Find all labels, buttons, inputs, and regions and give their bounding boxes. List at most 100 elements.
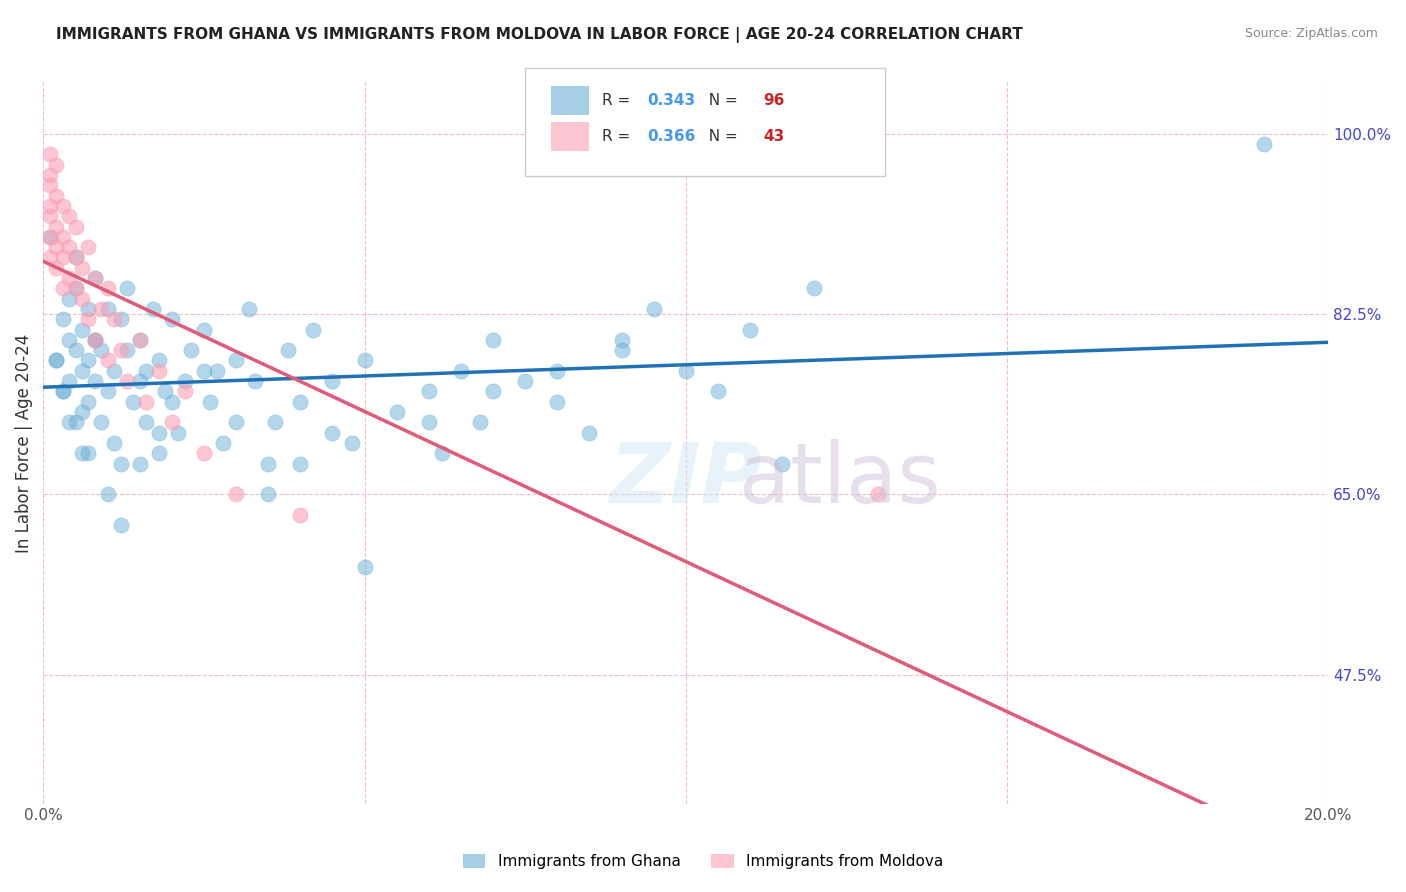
Point: [643, 301, 665, 316]
Point: [321, 374, 343, 388]
Point: [257, 457, 280, 471]
Point: [470, 415, 492, 429]
Text: N =: N =: [699, 93, 742, 108]
Point: [546, 364, 568, 378]
Point: [58, 271, 80, 285]
Point: [103, 364, 125, 378]
Point: [77, 446, 100, 460]
Point: [38, 199, 60, 213]
Point: [110, 312, 132, 326]
Point: [38, 251, 60, 265]
Point: [90, 415, 112, 429]
Point: [770, 457, 793, 471]
Point: [385, 405, 408, 419]
Point: [70, 322, 93, 336]
Text: N =: N =: [699, 128, 742, 144]
Point: [38, 230, 60, 244]
Point: [58, 374, 80, 388]
Point: [83, 271, 105, 285]
Point: [110, 457, 132, 471]
Point: [610, 333, 633, 347]
Point: [1253, 137, 1275, 152]
Point: [675, 364, 697, 378]
Point: [205, 364, 228, 378]
Point: [97, 384, 120, 399]
Point: [148, 353, 170, 368]
Point: [65, 219, 87, 234]
Point: [160, 394, 183, 409]
Text: 96: 96: [763, 93, 785, 108]
Point: [38, 230, 60, 244]
Point: [321, 425, 343, 440]
Point: [52, 199, 75, 213]
Point: [52, 384, 75, 399]
Point: [38, 178, 60, 193]
Point: [180, 343, 202, 358]
Point: [167, 425, 190, 440]
Point: [45, 353, 67, 368]
Point: [97, 487, 120, 501]
Legend: Immigrants from Ghana, Immigrants from Moldova: Immigrants from Ghana, Immigrants from M…: [457, 848, 949, 875]
Point: [430, 446, 453, 460]
Point: [225, 353, 247, 368]
Point: [70, 260, 93, 275]
Point: [65, 343, 87, 358]
FancyBboxPatch shape: [526, 68, 884, 176]
Text: atlas: atlas: [740, 439, 941, 519]
Point: [173, 374, 195, 388]
Point: [482, 333, 505, 347]
Point: [83, 271, 105, 285]
Point: [77, 312, 100, 326]
Point: [77, 394, 100, 409]
Text: IMMIGRANTS FROM GHANA VS IMMIGRANTS FROM MOLDOVA IN LABOR FORCE | AGE 20-24 CORR: IMMIGRANTS FROM GHANA VS IMMIGRANTS FROM…: [56, 27, 1024, 43]
Point: [418, 384, 440, 399]
Point: [257, 487, 280, 501]
Text: Source: ZipAtlas.com: Source: ZipAtlas.com: [1244, 27, 1378, 40]
Point: [45, 260, 67, 275]
Point: [38, 147, 60, 161]
Point: [738, 322, 761, 336]
Point: [45, 240, 67, 254]
Point: [70, 364, 93, 378]
Point: [83, 333, 105, 347]
Point: [122, 394, 145, 409]
Point: [290, 457, 312, 471]
Point: [65, 415, 87, 429]
Text: 0.343: 0.343: [647, 93, 696, 108]
Point: [58, 240, 80, 254]
Text: 0.366: 0.366: [647, 128, 696, 144]
Point: [38, 209, 60, 223]
Point: [245, 374, 267, 388]
Point: [65, 281, 87, 295]
Point: [135, 394, 157, 409]
Y-axis label: In Labor Force | Age 20-24: In Labor Force | Age 20-24: [15, 334, 32, 552]
Point: [290, 508, 312, 522]
Point: [110, 518, 132, 533]
Point: [65, 251, 87, 265]
Point: [225, 487, 247, 501]
Point: [103, 312, 125, 326]
Point: [148, 446, 170, 460]
Point: [45, 188, 67, 202]
Point: [58, 292, 80, 306]
Point: [868, 487, 890, 501]
Text: R =: R =: [602, 93, 636, 108]
Point: [97, 353, 120, 368]
Point: [193, 364, 215, 378]
Point: [65, 251, 87, 265]
Point: [52, 312, 75, 326]
Point: [340, 436, 363, 450]
Text: ZIP: ZIP: [609, 439, 762, 519]
Point: [58, 333, 80, 347]
Point: [418, 415, 440, 429]
Point: [302, 322, 325, 336]
Point: [200, 394, 222, 409]
Point: [52, 384, 75, 399]
Point: [212, 436, 235, 450]
Text: R =: R =: [602, 128, 636, 144]
Point: [45, 219, 67, 234]
Point: [225, 415, 247, 429]
Point: [128, 457, 150, 471]
Point: [290, 394, 312, 409]
Point: [193, 446, 215, 460]
